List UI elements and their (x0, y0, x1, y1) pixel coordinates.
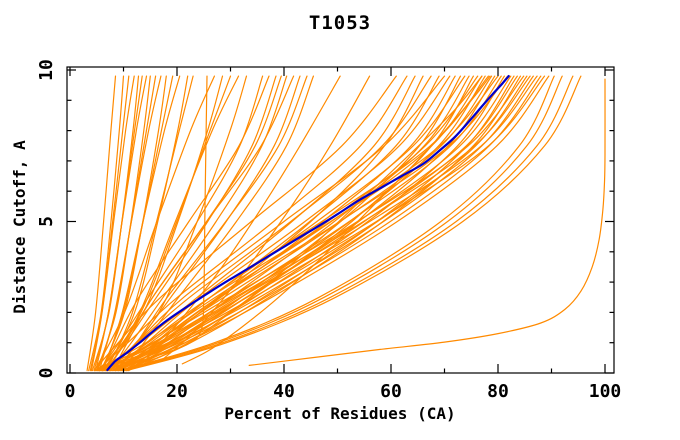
model-curve (96, 75, 408, 372)
model-curve (103, 75, 493, 372)
model-curve (109, 75, 446, 372)
x-axis-label: Percent of Residues (CA) (224, 404, 456, 423)
model-curve (120, 75, 563, 372)
model-curve (104, 75, 277, 372)
model-curve (181, 75, 491, 365)
model-curve (106, 75, 240, 372)
model-curve (118, 75, 555, 372)
model-curve (90, 75, 135, 372)
model-curve (117, 75, 208, 370)
model-curve (93, 75, 397, 372)
model-curve (101, 75, 270, 372)
model-curve (96, 75, 525, 372)
plot-border (66, 66, 615, 374)
reference-curve (106, 75, 510, 372)
model-curve (115, 75, 550, 372)
model-curve (98, 75, 162, 372)
model-curve (108, 75, 499, 372)
model-curve (102, 75, 531, 372)
x-tick-label: 20 (166, 381, 188, 402)
model-curve (94, 75, 215, 372)
y-tick-label: 0 (36, 368, 57, 379)
y-tick-label: 5 (36, 216, 57, 227)
model-curve (104, 75, 432, 372)
model-curve (88, 75, 125, 372)
x-tick-label: 60 (380, 381, 402, 402)
model-curve (123, 75, 574, 372)
model-curve (116, 75, 509, 372)
x-tick-label: 100 (589, 381, 622, 402)
model-curve (107, 75, 538, 372)
model-curve (124, 75, 518, 372)
model-curve (106, 75, 440, 372)
x-tick-label: 40 (273, 381, 295, 402)
y-tick-label: 10 (36, 59, 57, 81)
chart-title: T1053 (308, 12, 372, 34)
model-curve (86, 75, 117, 372)
model-curve (160, 75, 371, 362)
model-curve (120, 75, 314, 372)
model-curve (248, 78, 606, 366)
x-tick-label: 0 (65, 381, 76, 402)
model-curve (102, 75, 181, 372)
model-curve (144, 75, 341, 362)
model-curve (95, 75, 148, 372)
x-tick-label: 80 (487, 381, 509, 402)
model-curve (133, 75, 483, 366)
